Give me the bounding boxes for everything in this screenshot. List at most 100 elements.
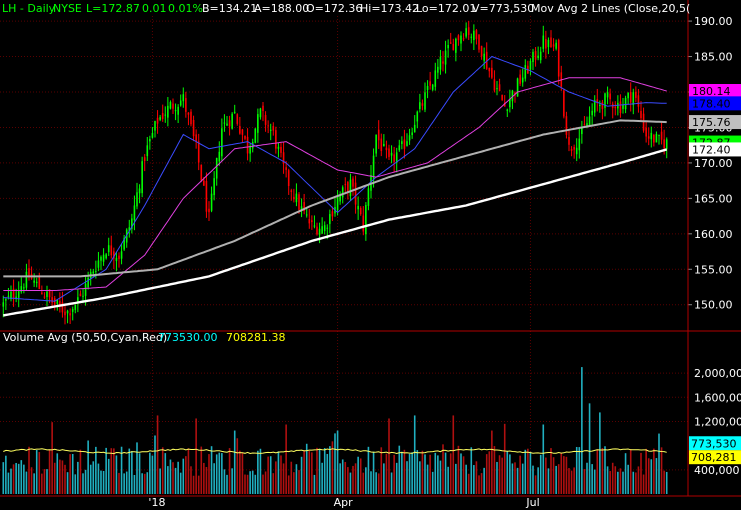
candle-body <box>511 90 514 102</box>
volume-bar <box>408 453 411 494</box>
candle-body <box>164 114 167 116</box>
volume-bar <box>154 435 156 494</box>
candle-body <box>239 125 241 134</box>
candle-body <box>352 178 354 187</box>
volume-bar <box>449 453 452 494</box>
candle-body <box>455 38 457 53</box>
volume-bar <box>282 463 285 494</box>
volume-bar <box>349 472 352 494</box>
candle-body <box>467 27 470 35</box>
volume-bar <box>156 415 159 494</box>
candle-body <box>403 139 406 149</box>
volume-bar <box>367 446 370 494</box>
candle-body <box>128 227 131 231</box>
volume-bar <box>534 475 537 494</box>
candle-body <box>388 148 390 157</box>
candle-body <box>442 61 444 64</box>
volume-bar <box>177 461 179 494</box>
candle-body <box>167 105 169 118</box>
volume-bar <box>20 460 23 494</box>
candle-body <box>64 311 66 316</box>
volume-bar <box>606 466 609 494</box>
candle-body <box>470 36 473 38</box>
candle-body <box>241 129 244 135</box>
candle-body <box>105 254 107 259</box>
volume-bar <box>568 468 570 494</box>
volume-bar <box>501 457 503 494</box>
volume-average-line <box>3 448 667 455</box>
volume-bar <box>393 454 395 494</box>
ma-line-2 <box>3 119 667 278</box>
header-change: 0.01 <box>142 2 167 15</box>
volume-bar <box>406 461 408 494</box>
candle-body <box>545 39 547 49</box>
volume-bar <box>249 471 251 494</box>
candle-body <box>136 192 138 207</box>
volume-bar <box>496 461 498 494</box>
candle-body <box>77 297 79 302</box>
candle-body <box>570 149 573 151</box>
candle-body <box>552 44 555 47</box>
volume-bar <box>262 474 264 494</box>
volume-bar <box>516 467 519 494</box>
candle-body <box>604 93 606 108</box>
volume-bar <box>527 448 529 494</box>
candle-body <box>138 188 141 194</box>
volume-bar <box>174 467 177 494</box>
candle-body <box>444 50 447 65</box>
candle-body <box>573 147 575 150</box>
volume-bar <box>521 463 524 494</box>
ma-line-0 <box>3 55 667 302</box>
candle-body <box>488 67 491 72</box>
volume-bar <box>462 456 465 494</box>
volume-bar <box>169 459 172 494</box>
volume-bar <box>269 456 272 494</box>
candle-body <box>380 138 383 151</box>
candle-body <box>218 151 221 162</box>
volume-bar <box>95 446 97 494</box>
volume-bar <box>295 464 298 494</box>
volume-bar <box>629 449 632 494</box>
candle-body <box>303 202 305 211</box>
volume-bar <box>51 422 53 494</box>
candle-body <box>280 146 282 153</box>
volume-bar <box>105 447 107 494</box>
candle-body <box>483 53 485 61</box>
volume-bar <box>434 452 437 494</box>
candle-body <box>133 205 136 221</box>
volume-bar <box>264 471 267 494</box>
candle-body <box>215 157 218 179</box>
volume-bar <box>74 474 77 494</box>
candle-body <box>161 113 164 119</box>
volume-bar <box>2 462 5 494</box>
candle-body <box>524 65 527 79</box>
candle-body <box>316 226 318 235</box>
candle-body <box>231 113 233 129</box>
volume-bar <box>43 469 46 494</box>
candle-body <box>321 226 323 234</box>
volume-value-1: 773530.00 <box>158 331 218 344</box>
volume-bar <box>210 446 213 494</box>
candle-body <box>151 133 154 138</box>
candle-body <box>532 51 534 63</box>
candle-body <box>383 143 385 147</box>
candle-body <box>169 102 172 109</box>
candle-body <box>331 211 334 217</box>
candle-body <box>593 100 596 113</box>
volume-tick-label: 400,000 <box>694 464 740 477</box>
volume-bar <box>444 452 447 494</box>
volume-bar <box>331 441 334 494</box>
candle-body <box>421 103 424 106</box>
grid-lines <box>0 16 688 494</box>
volume-bar <box>241 452 244 494</box>
volume-bar <box>565 456 568 494</box>
volume-bar <box>442 444 444 494</box>
volume-bar <box>627 464 629 494</box>
volume-bar <box>182 458 185 494</box>
volume-bar <box>578 447 581 494</box>
volume-bar <box>581 367 583 494</box>
volume-bar <box>203 462 205 494</box>
volume-bar <box>354 463 357 494</box>
price-tick-label: 190.00 <box>694 15 733 28</box>
candle-body <box>624 97 627 110</box>
